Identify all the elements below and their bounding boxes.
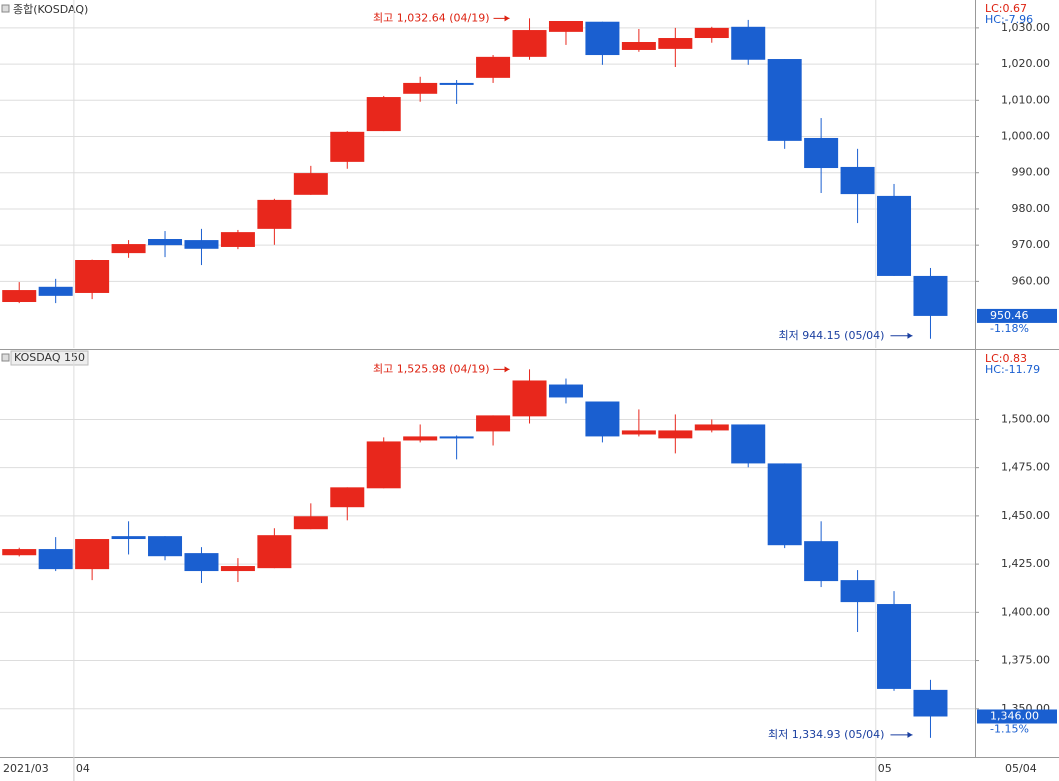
panel-title: 종합(KOSDAQ) (13, 3, 88, 16)
candle-body (293, 516, 328, 530)
y-tick-label: 960.00 (1012, 274, 1051, 287)
candle-body (585, 401, 620, 437)
candle-body (476, 415, 511, 432)
candle-body (840, 580, 875, 603)
candle-body (548, 384, 583, 398)
candle-body (512, 30, 547, 57)
low-annotation: 최저 944.15 (05/04) (778, 329, 884, 342)
panel-title: KOSDAQ 150 (14, 351, 85, 364)
last-price-tag (977, 308, 1057, 323)
lc-label: LC:0.67 (985, 2, 1027, 15)
candle-body (731, 424, 766, 464)
panel-title-box (10, 350, 89, 366)
high-annotation: 최고 1,525.98 (04/19) (373, 362, 490, 375)
candle-body (804, 541, 839, 582)
candle-body (38, 286, 73, 296)
candle-body (877, 604, 912, 689)
candle-body (220, 232, 255, 247)
candle-body (111, 536, 146, 540)
candle-body (403, 436, 438, 441)
candle-body (840, 166, 875, 195)
last-price-tag (977, 709, 1057, 724)
candle-body (403, 82, 438, 94)
candle-body (731, 26, 766, 60)
candle-body (330, 131, 365, 162)
panel-icon (1, 353, 10, 362)
candle-body (694, 27, 729, 39)
change-label: -1.18% (990, 322, 1029, 335)
y-tick-label: 1,450.00 (1001, 509, 1050, 522)
y-tick-label: 1,500.00 (1001, 412, 1050, 425)
candle-body (512, 380, 547, 417)
hc-label: HC:-11.79 (985, 363, 1040, 376)
y-tick-label: 1,000.00 (1001, 130, 1050, 143)
candle-body (2, 290, 37, 303)
candle-body (257, 535, 292, 569)
y-tick-label: 1,475.00 (1001, 461, 1050, 474)
y-tick-label: 1,375.00 (1001, 654, 1050, 667)
change-label: -1.15% (990, 722, 1029, 735)
x-end-label: 05/04 (1005, 762, 1037, 775)
annotation-arrowhead (907, 332, 913, 339)
candle-body (804, 137, 839, 169)
candle-body (476, 56, 511, 78)
candle-body (621, 430, 656, 435)
candle-body (877, 195, 912, 276)
candle-body (257, 199, 292, 229)
candle-body (913, 689, 948, 717)
y-tick-label: 1,400.00 (1001, 605, 1050, 618)
candle-body (75, 260, 110, 293)
candle-body (585, 21, 620, 56)
x-tick-label: 05 (878, 762, 892, 775)
candle-body (148, 536, 183, 557)
y-tick-label: 1,030.00 (1001, 21, 1050, 34)
candle-body (658, 430, 693, 439)
y-tick-label: 990.00 (1012, 166, 1051, 179)
candle-body (220, 566, 255, 572)
candle-body (767, 463, 802, 546)
candle-body (366, 441, 401, 489)
candle-body (439, 82, 474, 85)
candle-body (293, 173, 328, 195)
candle-body (38, 549, 73, 570)
annotation-arrowhead (504, 366, 510, 373)
hc-label: HC:-7.96 (985, 13, 1033, 26)
y-tick-label: 1,010.00 (1001, 93, 1050, 106)
last-price-label: 950.46 (990, 309, 1029, 322)
y-tick-label: 980.00 (1012, 202, 1051, 215)
candle-body (694, 424, 729, 431)
last-price-label: 1,346.00 (990, 709, 1039, 722)
x-tick-label: 04 (76, 762, 90, 775)
candle-body (548, 21, 583, 32)
candle-body (111, 244, 146, 254)
x-tick-label: 2021/03 (3, 762, 49, 775)
candle-body (330, 487, 365, 508)
y-tick-label: 1,020.00 (1001, 57, 1050, 70)
high-annotation: 최고 1,032.64 (04/19) (373, 11, 490, 24)
candle-body (148, 239, 183, 246)
candle-body (658, 38, 693, 49)
candle-body (75, 539, 110, 570)
candle-body (366, 97, 401, 132)
y-tick-label: 970.00 (1012, 238, 1051, 251)
candle-body (184, 240, 219, 249)
low-annotation: 최저 1,334.93 (05/04) (768, 728, 885, 741)
candle-body (621, 42, 656, 50)
lc-label: LC:0.83 (985, 352, 1027, 365)
candle-body (913, 275, 948, 316)
panel-icon (1, 4, 10, 13)
candle-body (767, 59, 802, 141)
candle-body (184, 553, 219, 572)
annotation-arrowhead (504, 15, 510, 22)
y-tick-label: 1,425.00 (1001, 557, 1050, 570)
annotation-arrowhead (907, 731, 913, 738)
candle-body (2, 549, 37, 556)
candle-body (439, 436, 474, 439)
